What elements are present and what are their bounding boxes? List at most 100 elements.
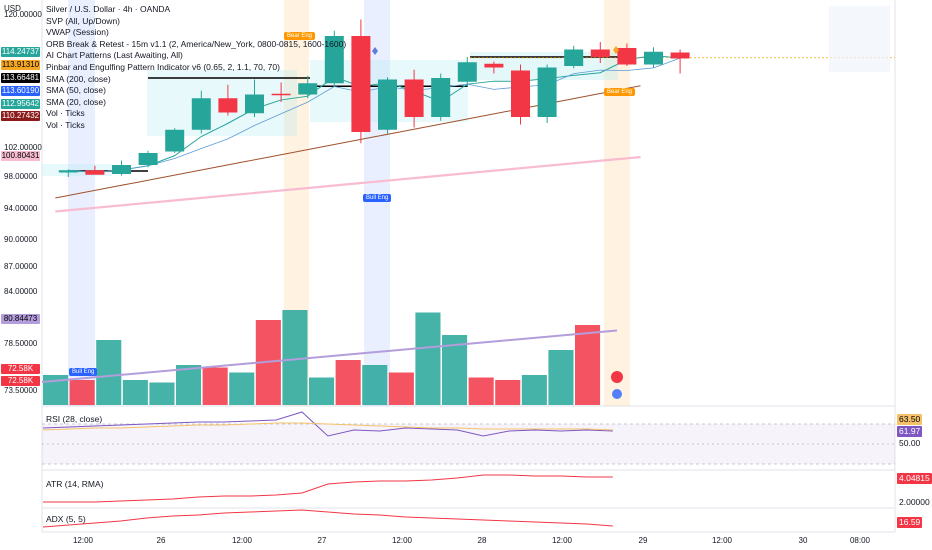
candle-body: [58, 170, 78, 173]
price-tick: 73.50000: [4, 386, 38, 395]
candle-body: [404, 79, 424, 117]
candle-body: [670, 52, 690, 59]
candle-body: [378, 79, 397, 130]
price-tag-blue: 113.60190: [1, 86, 40, 96]
legend-indicator[interactable]: SMA (50, close): [46, 85, 106, 96]
legend-indicator[interactable]: AI Chart Patterns (Last Awaiting, All): [46, 50, 183, 61]
sma-50-line: [68, 57, 681, 173]
volume-bar: [415, 312, 441, 405]
volume-bar: [521, 375, 547, 405]
time-label: 12:00: [711, 536, 733, 545]
volume-bar: [468, 377, 494, 405]
candle-body: [511, 70, 530, 117]
volume-bar: [69, 380, 95, 405]
rsi-line: [42, 411, 613, 437]
chart-legend: Silver / U.S. Dollar · 4h · OANDA SVP (A…: [46, 4, 346, 132]
data-window-panel: [829, 6, 890, 72]
sma-pink-line: [55, 155, 641, 213]
rsi-label[interactable]: RSI (28, close): [46, 414, 103, 424]
price-tag-vol: 72.58K: [1, 376, 40, 386]
bear-engulfing-badge[interactable]: Bear Eng: [604, 88, 636, 96]
alert-icon: [611, 371, 623, 383]
candle-body: [298, 83, 318, 95]
bull-engulfing-badge[interactable]: Bull Eng: [363, 194, 392, 202]
time-label: 28: [477, 536, 487, 545]
volume-bar: [176, 365, 202, 405]
legend-indicator[interactable]: ORB Break & Retest - 15m v1.1 (2, Americ…: [46, 38, 347, 49]
price-tag-last: 113.91310: [1, 60, 40, 70]
candle-body: [431, 78, 451, 117]
price-tag-pink: 100.80431: [1, 151, 40, 161]
price-tag-sma20: 114.24737: [1, 47, 40, 57]
time-label: 27: [317, 536, 327, 545]
rsi-level: 50.00: [899, 438, 921, 448]
candle-body: [85, 170, 105, 175]
adx-line: [42, 509, 613, 528]
bull-engulfing-badge[interactable]: Bull Eng: [69, 368, 98, 376]
price-tag-sma200: 110.27432: [1, 111, 40, 121]
volume-bar: [149, 382, 175, 405]
candle-body: [457, 62, 477, 82]
price-tick: 90.00000: [4, 235, 38, 244]
time-label: 08:00: [849, 536, 871, 545]
legend-indicator[interactable]: Vol · Ticks: [46, 108, 85, 119]
time-label: 12:00: [391, 536, 413, 545]
price-tag-sma50: 112.95642: [1, 99, 40, 109]
time-label: 30: [798, 536, 808, 545]
time-label: 26: [156, 536, 166, 545]
price-tick: 94.00000: [4, 204, 38, 213]
time-label: 12:00: [551, 536, 573, 545]
pattern-diamond: [613, 46, 619, 54]
legend-indicator[interactable]: SMA (200, close): [46, 73, 111, 84]
price-tick: 120.00000: [4, 10, 42, 19]
rsi-ma-value: 63.50: [897, 414, 923, 425]
volume-bar: [362, 365, 388, 405]
rsi-value: 61.97: [897, 426, 923, 437]
atr-label[interactable]: ATR (14, RMA): [46, 479, 104, 489]
flag-icon: [612, 389, 622, 399]
rsi-ma-line: [42, 422, 613, 431]
volume-bar: [282, 310, 308, 405]
atr-line: [43, 474, 613, 503]
legend-indicator[interactable]: SVP (All, Up/Down): [46, 15, 121, 26]
bear-engulfing-badge[interactable]: Bear Eng: [284, 32, 316, 40]
candle-body: [271, 93, 291, 96]
adx-label[interactable]: ADX (5, 5): [46, 514, 86, 524]
legend-indicator[interactable]: VWAP (Session): [46, 27, 109, 38]
volume-bar: [96, 340, 122, 405]
volume-ma-line: [41, 329, 618, 383]
pattern-diamond: [372, 47, 378, 55]
price-tick: 98.00000: [4, 172, 38, 181]
volume-bar: [229, 372, 255, 405]
adx-value: 16.59: [897, 517, 923, 528]
legend-indicator[interactable]: SMA (20, close): [46, 96, 106, 107]
candle-body: [138, 153, 158, 165]
candle-body: [537, 67, 557, 117]
time-label: 12:00: [72, 536, 94, 545]
price-tick: 87.00000: [4, 262, 38, 271]
candle-body: [351, 36, 371, 132]
legend-indicator[interactable]: Pinbar and Engulfing Pattern Indicator v…: [46, 61, 280, 72]
price-tick: 78.50000: [4, 339, 38, 348]
volume-bar: [309, 377, 335, 405]
symbol-title[interactable]: Silver / U.S. Dollar · 4h · OANDA: [46, 4, 171, 14]
atr-level: 2.00000: [899, 497, 930, 507]
bull-zone: [68, 0, 95, 406]
time-label: 29: [638, 536, 648, 545]
candle-body: [617, 48, 637, 65]
candle-body: [191, 98, 211, 130]
bear-zone: [604, 0, 630, 406]
candle-body: [484, 63, 504, 68]
price-tick: 102.00000: [4, 143, 42, 152]
price-tag-vol: 72.58K: [1, 364, 40, 374]
candle-body: [564, 49, 584, 66]
currency-label: USD: [4, 4, 21, 13]
legend-indicator[interactable]: Vol · Ticks: [46, 119, 85, 130]
candle-body: [644, 51, 663, 65]
candle-body: [165, 129, 185, 152]
volume-bar: [495, 380, 521, 405]
candle-body: [245, 94, 264, 114]
volume-bar: [548, 350, 574, 405]
